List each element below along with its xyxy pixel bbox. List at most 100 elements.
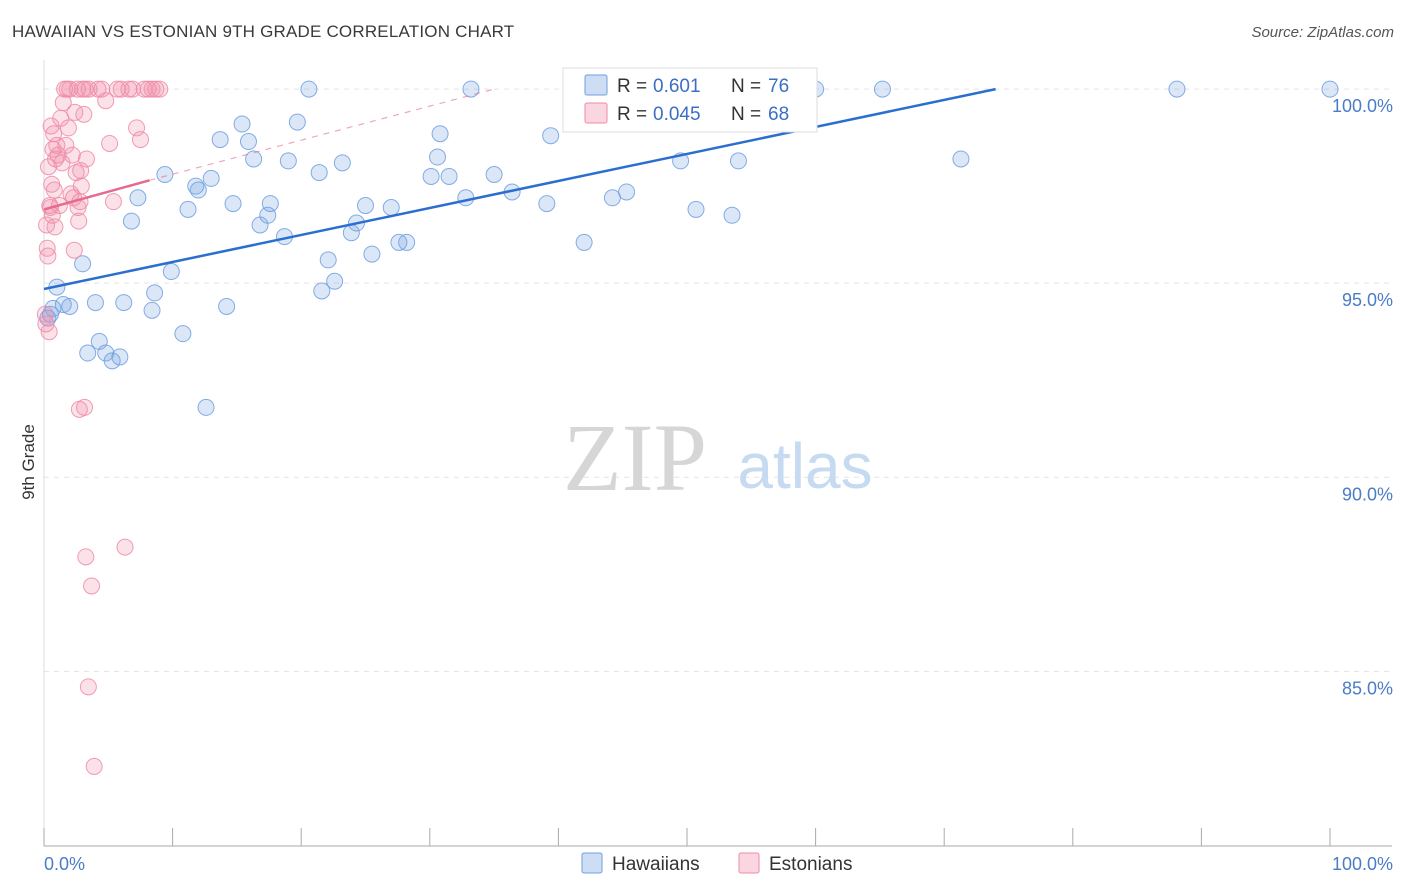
estonians-bottom-swatch	[738, 852, 760, 874]
chart-source: Source: ZipAtlas.com	[1251, 24, 1394, 41]
estonians-point	[85, 757, 103, 775]
hawaiians-point	[54, 296, 72, 314]
hawaiians-point	[174, 325, 192, 343]
hawaiians-point	[723, 206, 741, 224]
estonians-point	[63, 146, 81, 164]
hawaiians-point	[189, 181, 207, 199]
hawaiians-n-value: 76	[768, 76, 789, 97]
hawaiians-r-value: 0.601	[653, 76, 701, 97]
estonians-point	[38, 239, 56, 257]
hawaiians-point	[197, 398, 215, 416]
estonians-n-label: N =	[731, 104, 761, 125]
estonians-point	[59, 119, 77, 137]
hawaiians-point	[122, 212, 140, 230]
estonians-legend-label: Estonians	[769, 854, 852, 875]
estonians-point	[97, 92, 115, 110]
hawaiians-point	[103, 352, 121, 370]
estonians-r-label: R =	[617, 104, 647, 125]
estonians-point	[57, 136, 75, 154]
hawaiians-point	[333, 154, 351, 172]
hawaiians-point	[603, 189, 621, 207]
estonians-legend-swatch	[584, 102, 608, 124]
hawaiians-r-label: R =	[617, 76, 647, 97]
hawaiians-point	[398, 233, 416, 251]
hawaiians-point	[687, 200, 705, 218]
hawaiians-point	[542, 127, 560, 145]
hawaiians-point	[952, 150, 970, 168]
y-tick-label: 100.0%	[1332, 96, 1393, 116]
estonians-series	[36, 80, 169, 775]
hawaiians-point	[382, 198, 400, 216]
estonians-r-value: 0.045	[653, 104, 701, 125]
hawaiians-point	[129, 189, 147, 207]
watermark-atlas: atlas	[737, 430, 872, 502]
estonians-point	[131, 131, 149, 149]
estonians-point	[54, 94, 72, 112]
hawaiians-point	[239, 133, 257, 151]
x-tick-label-max: 100.0%	[1332, 854, 1393, 874]
estonians-point	[75, 105, 93, 123]
y-axis-label: 9th Grade	[19, 424, 38, 500]
hawaiians-point	[245, 150, 263, 168]
hawaiians-point	[357, 197, 374, 215]
estonians-point	[104, 193, 122, 211]
trend-lines	[43, 87, 996, 291]
hawaiians-point	[300, 80, 318, 98]
hawaiians-point	[143, 301, 161, 319]
hawaiians-point	[146, 284, 164, 302]
hawaiians-point	[538, 195, 556, 213]
hawaiians-point	[326, 272, 344, 290]
estonians-point	[101, 134, 119, 152]
hawaiians-point	[873, 80, 891, 98]
hawaiians-point	[162, 263, 180, 281]
chart-title: HAWAIIAN VS ESTONIAN 9TH GRADE CORRELATI…	[12, 22, 515, 41]
x-tick-labels: 0.0% 100.0%	[44, 854, 1393, 874]
hawaiians-point	[313, 282, 331, 300]
estonians-point	[124, 80, 142, 98]
hawaiians-point	[462, 80, 480, 98]
hawaiians-point	[111, 348, 129, 366]
y-tick-label: 90.0%	[1342, 484, 1393, 504]
x-axis-ticks	[43, 828, 1331, 846]
estonians-point	[65, 241, 83, 259]
hawaiians-point	[1321, 80, 1339, 98]
y-tick-label: 95.0%	[1342, 290, 1393, 310]
estonians-point	[151, 80, 169, 98]
estonians-point	[147, 80, 165, 98]
hawaiians-point	[233, 115, 251, 133]
estonians-point	[45, 125, 63, 143]
hawaiians-series	[39, 80, 1339, 416]
estonians-point	[46, 218, 64, 236]
watermark: ZIP atlas	[563, 404, 873, 511]
hawaiians-point	[363, 245, 381, 263]
hawaiians-point	[440, 167, 458, 185]
hawaiians-point	[218, 297, 236, 315]
hawaiians-point	[224, 195, 242, 213]
estonians-point	[79, 678, 97, 696]
hawaiians-point	[61, 297, 79, 315]
estonians-point	[36, 305, 54, 323]
hawaiians-point	[202, 169, 220, 187]
y-tick-label: 85.0%	[1342, 678, 1393, 698]
hawaiians-point	[288, 113, 306, 131]
stats-legend: R = 0.601 N = 76 R = 0.045 N = 68	[562, 67, 818, 133]
hawaiians-point	[79, 344, 97, 362]
x-tick-label-min: 0.0%	[44, 854, 85, 874]
hawaiians-point	[1168, 80, 1186, 98]
hawaiians-point	[422, 167, 440, 185]
hawaiians-point	[431, 125, 449, 143]
estonians-n-value: 68	[768, 104, 789, 125]
estonians-point	[116, 538, 134, 556]
estonians-trend-line	[43, 179, 150, 211]
hawaiians-legend-label: Hawaiians	[612, 854, 700, 875]
hawaiians-point	[156, 166, 174, 184]
y-tick-labels: 100.0% 95.0% 90.0% 85.0%	[1332, 96, 1393, 698]
estonians-point	[83, 577, 101, 595]
estonians-point	[72, 177, 90, 195]
hawaiians-point	[74, 255, 92, 273]
estonians-point	[38, 216, 56, 234]
estonians-point	[108, 80, 126, 98]
hawaiians-point	[261, 195, 279, 213]
estonians-point	[76, 398, 94, 416]
